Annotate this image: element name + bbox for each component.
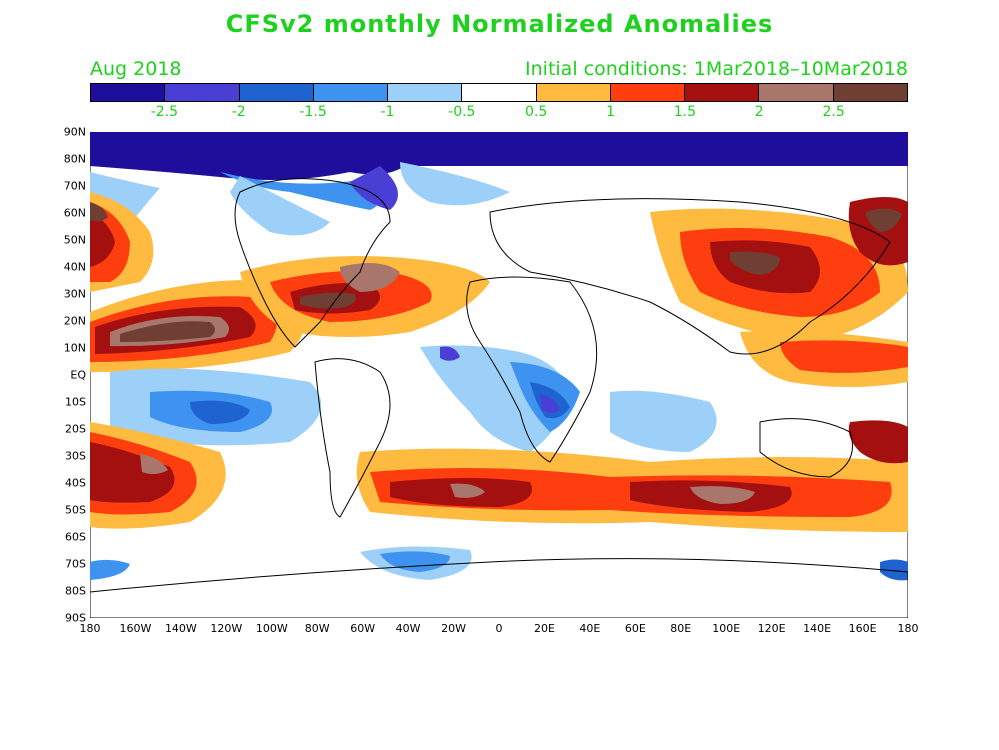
longitude-label: 80W <box>304 622 330 635</box>
latitude-label: 50S <box>65 503 86 517</box>
colorbar-swatch <box>388 84 463 101</box>
longitude-label: 120W <box>210 622 243 635</box>
colorbar-swatch <box>91 84 166 101</box>
latitude-label: 60N <box>63 206 86 220</box>
longitude-label: 140E <box>803 622 832 635</box>
colorbar-tick-label: -1.5 <box>299 104 327 120</box>
colorbar-swatch <box>462 84 537 101</box>
longitude-label: 100W <box>255 622 288 635</box>
colorbar-swatch <box>239 84 314 101</box>
colorbar-swatch <box>685 84 760 101</box>
tropical-cool <box>110 272 735 452</box>
latitude-label: 60S <box>65 530 86 544</box>
anomaly-map <box>89 131 909 619</box>
map-title: CFSv2 monthly Normalized Anomalies <box>225 10 774 38</box>
longitude-label: 20W <box>441 622 466 635</box>
colorbar-tick-label: 2.5 <box>822 104 845 120</box>
latitude-label: 50N <box>63 233 86 247</box>
colorbar-tick-label: 0.5 <box>525 104 548 120</box>
colorbar-swatch <box>610 84 686 101</box>
longitude-label: 20E <box>533 622 555 635</box>
colorbar-tick-label: -1 <box>380 104 395 120</box>
longitude-label: 120E <box>757 622 786 635</box>
colorbar-tick-label: 1 <box>606 104 615 120</box>
southern-ocean-warm <box>90 420 909 532</box>
latitude-label: 90N <box>63 125 86 139</box>
colorbar-swatch <box>313 84 389 101</box>
longitude-label: 0 <box>495 622 503 635</box>
longitude-label: 60W <box>350 622 376 635</box>
longitude-label: 80E <box>670 622 692 635</box>
colorbar-tick-label: -0.5 <box>448 104 476 120</box>
longitude-label: 140W <box>164 622 197 635</box>
latitude-label: 30S <box>65 449 86 463</box>
latitude-label: 10N <box>63 341 86 355</box>
eurasia-warm <box>650 197 908 387</box>
colorbar-tick-label: 2 <box>754 104 764 120</box>
latitude-label: 70N <box>63 179 86 193</box>
latitude-label: 70S <box>65 557 86 571</box>
valid-month-label: Aug 2018 <box>90 58 182 80</box>
latitude-label: 80N <box>63 152 86 166</box>
longitude-label: 40W <box>395 622 421 635</box>
longitude-label: 100E <box>712 622 741 635</box>
initial-conditions-label: Initial conditions: 1Mar2018–10Mar2018 <box>525 58 908 80</box>
north-pacific-warm <box>90 192 305 372</box>
latitude-label: 40N <box>63 260 86 274</box>
longitude-label: 60E <box>624 622 646 635</box>
antarctic-cool <box>90 546 908 581</box>
colorbar-swatch <box>833 84 907 101</box>
latitude-label: 80S <box>65 584 86 598</box>
latitude-label: 20N <box>63 314 86 328</box>
latitude-label: EQ <box>70 368 86 382</box>
colorbar-tick-label: -2.5 <box>150 104 179 120</box>
longitude-label: 180 <box>79 622 101 635</box>
latitude-label: 90S <box>65 611 86 625</box>
colorbar-swatch <box>165 84 240 101</box>
latitude-label: 10S <box>65 395 86 409</box>
colorbar-tick-label: -2 <box>231 104 246 120</box>
longitude-label: 180 <box>897 622 919 635</box>
north-atlantic-warm <box>240 256 490 337</box>
colorbar-legend <box>90 83 908 102</box>
colorbar-tick-label: 1.5 <box>673 104 697 120</box>
latitude-label: 30N <box>63 287 86 301</box>
longitude-label: 40E <box>579 622 601 635</box>
anomaly-map-svg <box>89 131 909 619</box>
continent-outlines <box>89 178 909 619</box>
latitude-label: 40S <box>65 476 86 490</box>
latitude-label: 20S <box>65 422 86 436</box>
longitude-label: 160E <box>848 622 877 635</box>
colorbar-swatch <box>759 84 834 101</box>
colorbar-swatch <box>536 84 611 101</box>
longitude-label: 160W <box>119 622 152 635</box>
